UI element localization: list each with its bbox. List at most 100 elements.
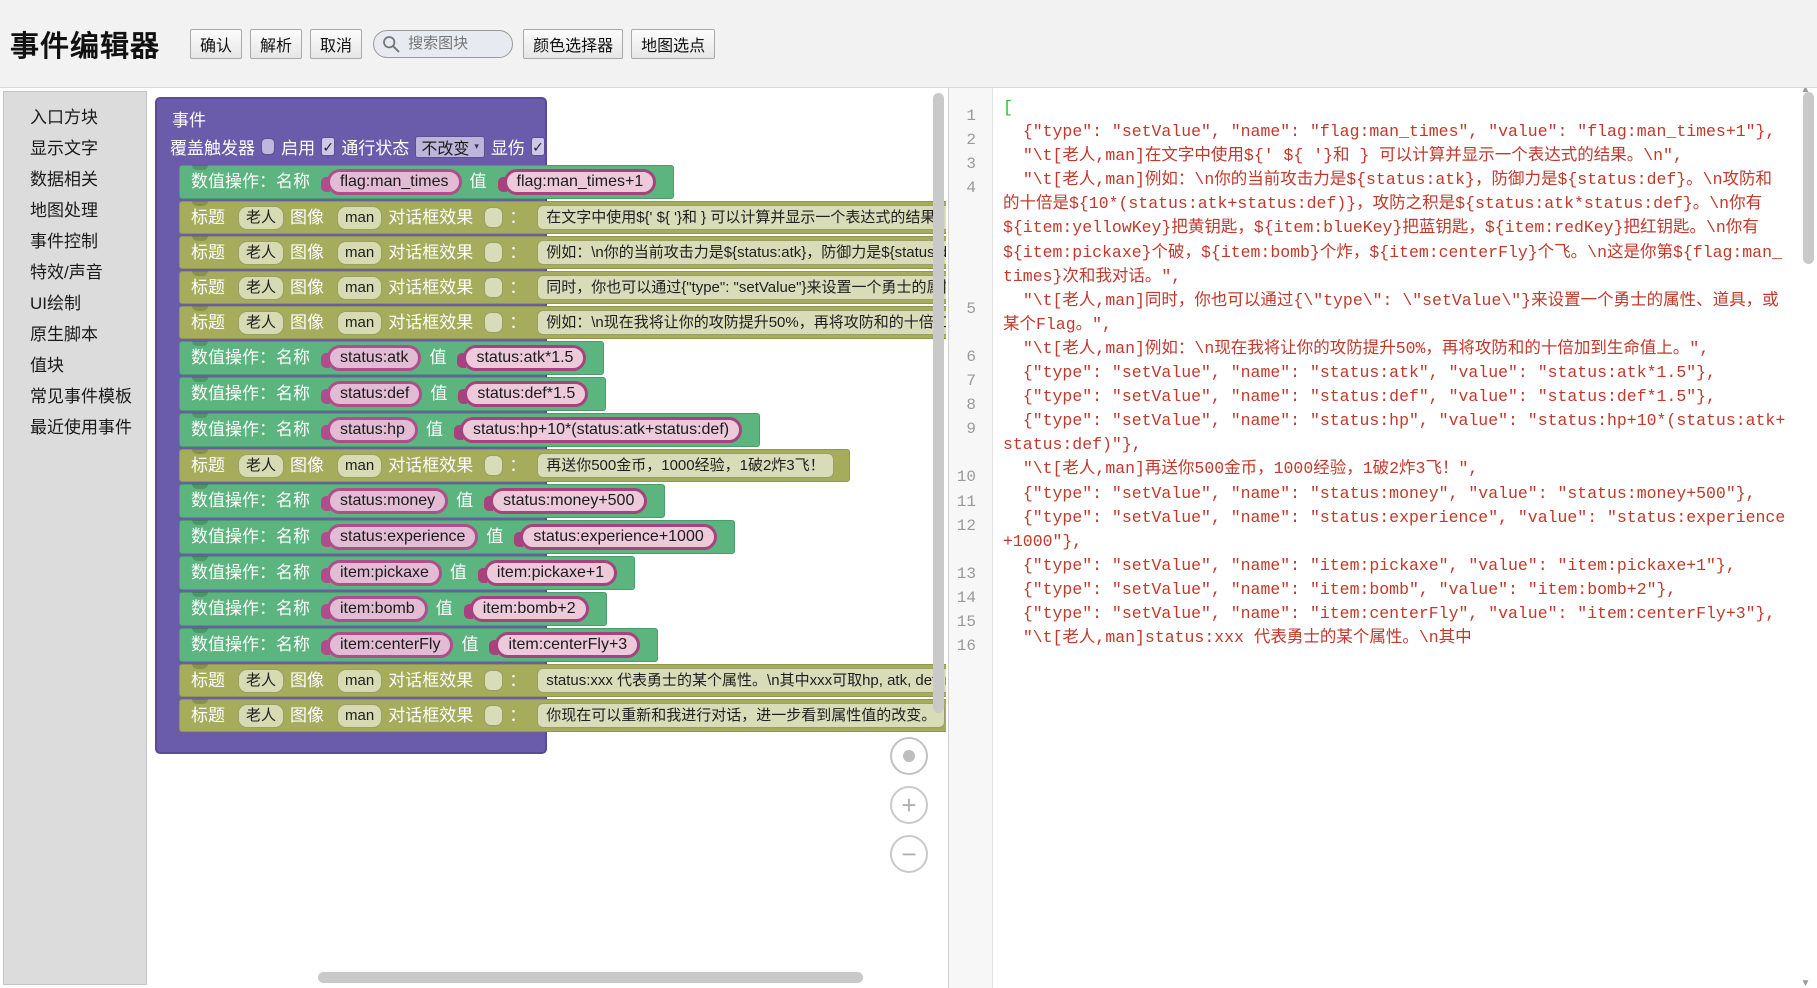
text-content-field[interactable]: 再送你500金币，1000经验，1破2炸3飞！	[537, 453, 834, 478]
block-show-text[interactable]: 标题 老人 图像 man 对话框效果： status:xxx 代表勇士的某个属性。\n其中…	[179, 664, 946, 697]
text-content-field[interactable]: 你现在可以重新和我进行对话，进一步看到属性值的改变。	[537, 703, 946, 728]
line-number: 4	[966, 179, 976, 198]
num-op-name-plug[interactable]: item:centerFly	[320, 632, 454, 658]
canvas-hscroll-thumb[interactable]	[318, 972, 863, 983]
text-title-field[interactable]: 老人	[238, 240, 285, 265]
num-op-name-plug[interactable]: status:atk	[320, 345, 422, 371]
sidebar-item-entry-block[interactable]: 入口方块	[30, 108, 98, 127]
text-effect-toggle[interactable]	[484, 242, 504, 263]
text-content-field[interactable]: status:xxx 代表勇士的某个属性。\n其中xxx可取hp, atk, d…	[537, 668, 946, 693]
text-image-field[interactable]: man	[337, 453, 383, 478]
num-op-value-plug[interactable]: item:centerFly+3	[489, 632, 641, 658]
num-op-name-plug[interactable]: item:bomb	[321, 596, 428, 622]
num-op-name-plug[interactable]: item:pickaxe	[321, 560, 442, 586]
text-image-field[interactable]: man	[337, 275, 383, 300]
canvas-vertical-scrollbar[interactable]	[933, 93, 944, 721]
block-set-value[interactable]: 数值操作：名称 item:centerFly 值 item:centerFly+3	[179, 628, 659, 662]
event-root-block[interactable]: 事件 覆盖触发器 启用 ✓ 通行状态 不改变 ▾ 显伤 ✓ 数值操作：名称 fla…	[155, 97, 946, 754]
search-box[interactable]	[373, 29, 514, 58]
block-show-text[interactable]: 标题 老人 图像 man 对话框效果：你现在可以重新和我进行对话，进一步看到属性值的改变…	[179, 699, 946, 732]
num-op-value-plug[interactable]: status:atk*1.5	[457, 345, 587, 371]
sidebar-item-native-script[interactable]: 原生脚本	[30, 325, 98, 344]
confirm-button[interactable]: 确认	[190, 28, 243, 59]
override-trigger-toggle[interactable]	[261, 138, 276, 155]
block-set-value[interactable]: 数值操作：名称 status:def 值 status:def*1.5	[179, 377, 607, 411]
text-content-field[interactable]: 同时，你也可以通过{"type": "setValue"}来设置一个勇士的属性、…	[537, 275, 946, 300]
json-code-text[interactable]: [ {"type": "setValue", "name": "flag:man…	[993, 88, 1817, 988]
scroll-down-arrow-icon[interactable]: ▼	[1800, 978, 1811, 988]
sidebar-item-show-text[interactable]: 显示文字	[30, 139, 98, 158]
show-damage-checkbox[interactable]: ✓	[530, 137, 546, 156]
text-effect-toggle[interactable]	[484, 207, 504, 228]
text-effect-toggle[interactable]	[484, 455, 504, 476]
block-canvas[interactable]: 事件 覆盖触发器 启用 ✓ 通行状态 不改变 ▾ 显伤 ✓ 数值操作：名称 fla…	[148, 91, 946, 985]
num-op-name-plug[interactable]: flag:man_times	[321, 169, 462, 195]
text-title-field[interactable]: 老人	[238, 205, 285, 230]
sidebar-item-ui-draw[interactable]: UI绘制	[30, 294, 81, 313]
enable-checkbox[interactable]: ✓	[321, 137, 336, 156]
block-set-value[interactable]: 数值操作：名称 flag:man_times 值 flag:man_times+1	[179, 165, 675, 199]
num-op-value-plug[interactable]: flag:man_times+1	[497, 169, 657, 195]
sidebar-item-recent-events[interactable]: 最近使用事件	[30, 418, 132, 437]
text-image-field[interactable]: man	[337, 240, 383, 265]
text-image-field[interactable]: man	[337, 703, 383, 728]
text-effect-toggle[interactable]	[484, 670, 504, 691]
block-set-value[interactable]: 数值操作：名称 item:pickaxe 值 item:pickaxe+1	[179, 556, 636, 590]
sidebar-item-effects-sound[interactable]: 特效/声音	[30, 263, 103, 282]
canvas-horizontal-scrollbar[interactable]	[318, 972, 863, 983]
zoom-in-button[interactable]: +	[890, 786, 928, 824]
map-point-button[interactable]: 地图选点	[631, 28, 716, 59]
text-title-field[interactable]: 老人	[238, 703, 285, 728]
text-title-field[interactable]: 老人	[238, 453, 285, 478]
text-title-field[interactable]: 老人	[238, 668, 285, 693]
block-set-value[interactable]: 数值操作：名称 status:money 值 status:money+500	[179, 484, 666, 518]
num-op-value-plug[interactable]: status:hp+10*(status:atk+status:def)	[453, 417, 743, 443]
text-image-field[interactable]: man	[337, 668, 383, 693]
block-show-text[interactable]: 标题 老人 图像 man 对话框效果：同时，你也可以通过{"type": "setVal…	[179, 271, 946, 304]
num-op-name-plug[interactable]: status:money	[320, 488, 449, 514]
text-effect-toggle[interactable]	[484, 705, 504, 726]
sidebar-item-event-control[interactable]: 事件控制	[30, 232, 98, 251]
color-picker-button[interactable]: 颜色选择器	[523, 28, 624, 59]
sidebar-item-common-templates[interactable]: 常见事件模板	[30, 387, 132, 406]
num-op-value-plug[interactable]: item:bomb+2	[463, 596, 589, 622]
num-op-name-plug[interactable]: status:experience	[320, 524, 479, 550]
json-code-panel[interactable]: 1 2 3 4 5 6 7 8 9 10 11 12 13 14 15 16 [ {"type": "setV…	[948, 88, 1817, 988]
sidebar-item-data[interactable]: 数据相关	[30, 170, 98, 189]
block-show-text[interactable]: 标题 老人 图像 man 对话框效果：例如：\n现在我将让你的攻防提升50%，再将攻防和…	[179, 306, 946, 339]
text-image-field[interactable]: man	[337, 310, 383, 335]
search-input[interactable]	[373, 29, 514, 58]
block-set-value[interactable]: 数值操作：名称 item:bomb 值 item:bomb+2	[179, 592, 607, 626]
num-op-value-plug[interactable]: item:pickaxe+1	[477, 560, 618, 586]
sidebar-item-map[interactable]: 地图处理	[30, 201, 98, 220]
block-show-text[interactable]: 标题 老人 图像 man 对话框效果：再送你500金币，1000经验，1破2炸3飞！	[179, 449, 850, 482]
text-image-field[interactable]: man	[337, 205, 383, 230]
num-op-value-plug[interactable]: status:money+500	[484, 488, 648, 514]
sidebar-item-value-block[interactable]: 值块	[30, 356, 64, 375]
num-op-value-plug[interactable]: status:experience+1000	[514, 524, 717, 550]
text-effect-toggle[interactable]	[484, 277, 504, 298]
text-content-field[interactable]: 例如：\n现在我将让你的攻防提升50%，再将攻防和的十倍加到生命	[537, 310, 946, 335]
cancel-button[interactable]: 取消	[310, 28, 363, 59]
text-title-field[interactable]: 老人	[238, 275, 285, 300]
text-content-field[interactable]: 在文字中使用${' ${ '}和 } 可以计算并显示一个表达式的结果。\n	[537, 205, 946, 230]
num-op-value-plug[interactable]: status:def*1.5	[458, 381, 589, 407]
block-set-value[interactable]: 数值操作：名称 status:atk 值 status:atk*1.5	[179, 341, 605, 375]
text-content-field[interactable]: 例如：\n你的当前攻击力是${status:atk}，防御力是${status:…	[537, 240, 946, 265]
canvas-vscroll-thumb[interactable]	[933, 93, 944, 713]
num-op-name-plug[interactable]: status:def	[320, 381, 423, 407]
zoom-out-button[interactable]: −	[890, 835, 928, 873]
scroll-up-arrow-icon[interactable]: ▲	[1799, 88, 1812, 96]
text-effect-toggle[interactable]	[484, 312, 504, 333]
block-show-text[interactable]: 标题 老人 图像 man 对话框效果：例如：\n你的当前攻击力是${status:atk…	[179, 236, 946, 269]
block-set-value[interactable]: 数值操作：名称 status:experience 值 status:experien…	[179, 520, 735, 554]
num-op-name-plug[interactable]: status:hp	[321, 417, 418, 443]
code-vertical-scrollbar[interactable]: ▲ ▼	[1801, 88, 1814, 988]
text-title-field[interactable]: 老人	[238, 310, 285, 335]
recenter-icon[interactable]	[890, 737, 928, 775]
pass-state-dropdown[interactable]: 不改变 ▾	[415, 135, 485, 158]
block-show-text[interactable]: 标题 老人 图像 man 对话框效果：在文字中使用${' ${ '}和 } 可以计算并显…	[179, 201, 946, 234]
block-set-value[interactable]: 数值操作：名称 status:hp 值 status:hp+10*(status:at…	[179, 413, 761, 447]
code-vscroll-thumb[interactable]	[1803, 92, 1814, 264]
parse-button[interactable]: 解析	[250, 28, 303, 59]
